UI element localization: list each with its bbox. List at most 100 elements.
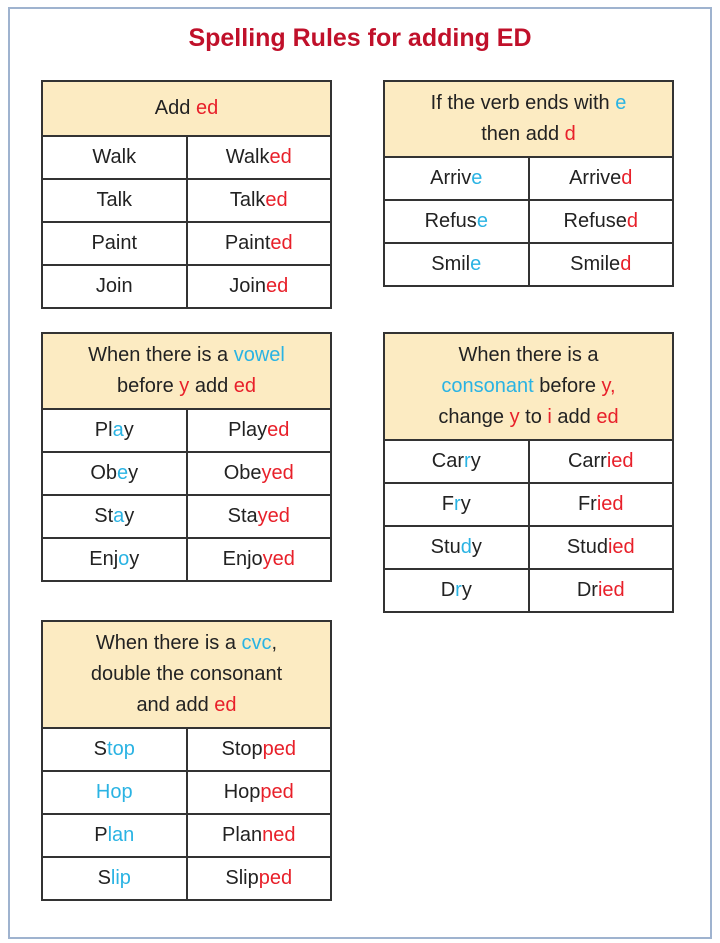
page-frame [8,7,712,939]
base-verb-cell: Plan [41,813,188,858]
table-row: Smile Smiled [383,242,674,287]
rule-header: Add ed [41,80,332,137]
text-segment: ed [265,189,288,211]
text-segment: Walk [92,146,137,168]
text-segment: y [471,536,482,558]
table-cvc: When there is a cvc, double the consonant… [41,620,332,901]
past-tense-cell: Enjoyed [185,537,332,582]
text-segment: P [94,824,108,846]
text-segment: y [179,375,190,397]
base-verb-cell: Arrive [383,156,530,201]
base-verb-cell: Play [41,408,188,453]
past-tense-cell: Talked [185,178,332,223]
text-segment: , [271,632,278,654]
base-verb-cell: Carry [383,439,530,484]
text-segment: Talk [229,189,266,211]
text-segment: Car [431,450,465,472]
text-segment: d [620,253,632,275]
past-tense-cell: Arrived [527,156,674,201]
base-verb-cell: Obey [41,451,188,496]
base-verb-cell: Slip [41,856,188,901]
text-segment: change [438,406,510,428]
text-segment: Carr [567,450,607,472]
table-row: Hop Hopped [41,770,332,815]
text-segment: ned [262,824,296,846]
text-segment: consonant [441,375,534,397]
text-segment: then add [481,123,565,145]
text-segment: ed [265,275,289,297]
text-segment: e [615,92,627,114]
text-segment: Arrive [569,167,622,189]
past-tense-cell: Stayed [185,494,332,539]
text-segment: Add [154,97,196,119]
text-segment: add [189,375,234,397]
text-segment: Enjo [222,548,263,570]
text-segment: Refuse [563,210,627,232]
table-row: Refuse Refused [383,199,674,244]
base-verb-cell: Enjoy [41,537,188,582]
text-segment: y [123,419,134,441]
text-segment: lan [107,824,135,846]
table-row: Fry Fried [383,482,674,527]
text-segment: When there is a [458,344,599,366]
past-tense-cell: Painted [185,221,332,266]
text-segment: Smil [431,253,471,275]
rule-header: When there is a cvc, double the consonant… [41,620,332,729]
text-segment: Paint [91,232,138,254]
text-segment: ed [195,97,219,119]
text-segment: Paint [224,232,271,254]
text-segment: ied [596,493,624,515]
table-row: Walk Walked [41,135,332,180]
base-verb-cell: Refuse [383,199,530,244]
text-segment: y [470,450,481,472]
text-segment: ed [233,375,256,397]
text-segment: r [454,493,461,515]
base-verb-cell: Paint [41,221,188,266]
base-verb-cell: Study [383,525,530,570]
text-segment: y [509,406,520,428]
past-tense-cell: Smiled [527,242,674,287]
text-segment: y [129,548,140,570]
past-tense-cell: Carried [527,439,674,484]
text-segment: e [476,210,488,232]
table-row: Obey Obeyed [41,451,332,496]
past-tense-cell: Slipped [185,856,332,901]
table-ends-with-e: If the verb ends with e then add d Arrive A… [383,80,674,287]
text-segment: d [621,167,633,189]
table-row: Stop Stopped [41,727,332,772]
text-segment: S [97,867,111,889]
text-segment: ped [262,738,297,760]
text-segment: vowel [233,344,285,366]
text-segment: ed [269,146,292,168]
text-segment: Stud [566,536,608,558]
text-segment: yed [257,505,290,527]
base-verb-cell: Stay [41,494,188,539]
text-segment: D [440,579,456,601]
past-tense-cell: Walked [185,135,332,180]
text-segment: ed [267,419,290,441]
text-segment: S [93,738,108,760]
table-row: Stay Stayed [41,494,332,539]
text-segment: ied [607,536,635,558]
base-verb-cell: Smile [383,242,530,287]
past-tense-cell: Fried [527,482,674,527]
text-segment: yed [262,548,295,570]
text-segment: e [471,167,483,189]
text-segment: Smile [570,253,621,275]
text-segment: a [113,505,125,527]
table-row: Talk Talked [41,178,332,223]
table-row: Dry Dried [383,568,674,613]
base-verb-cell: Talk [41,178,188,223]
text-segment: Enj [89,548,119,570]
table-add-ed: Add ed Walk Walked Talk Talked Paint Painted Jo… [41,80,332,309]
past-tense-cell: Stopped [185,727,332,772]
text-segment: and add [136,694,215,716]
text-segment: ed [214,694,237,716]
base-verb-cell: Stop [41,727,188,772]
past-tense-cell: Dried [527,568,674,613]
text-segment: Join [229,275,266,297]
past-tense-cell: Played [185,408,332,453]
text-segment: ied [597,579,625,601]
text-segment: o [118,548,130,570]
text-segment: y, [601,375,616,397]
